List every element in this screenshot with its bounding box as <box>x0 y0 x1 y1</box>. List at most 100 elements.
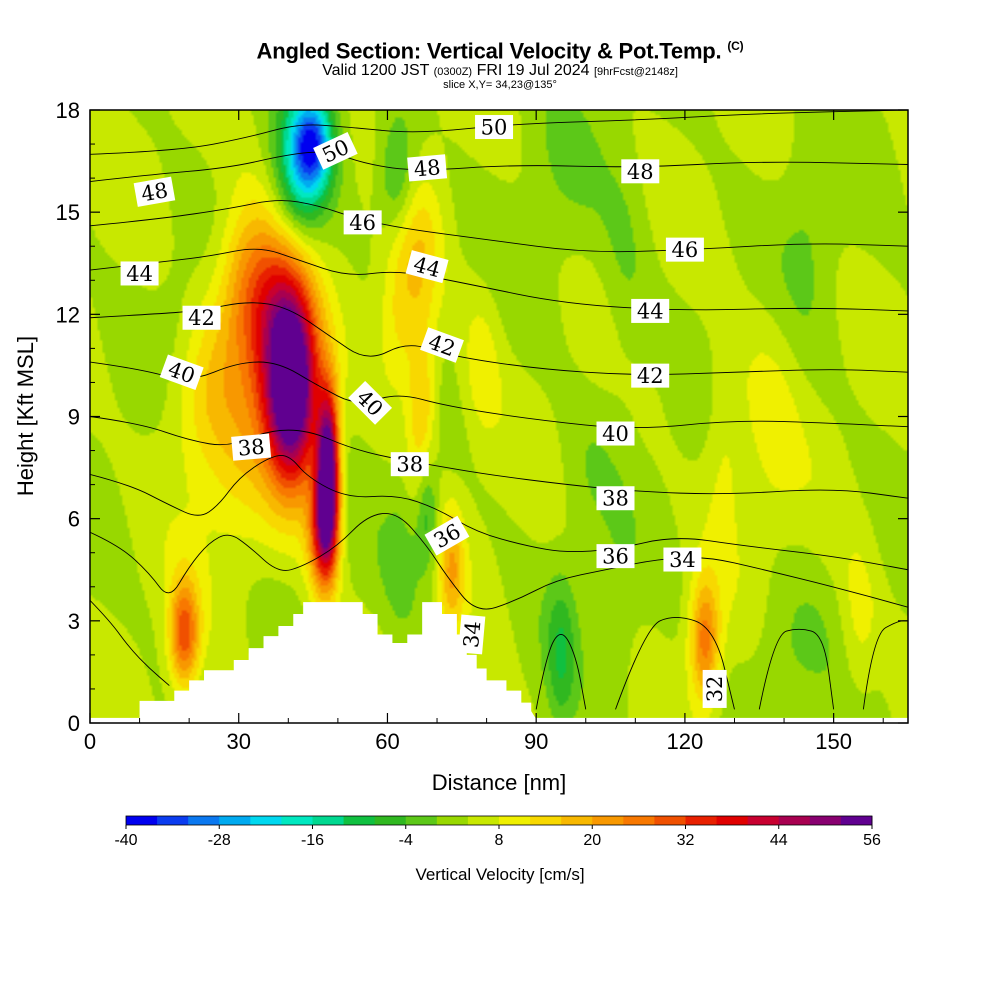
isentrope-40-5 <box>90 361 908 429</box>
colorbar-tick-label: 56 <box>863 832 881 849</box>
contour-label-box <box>621 159 660 184</box>
valid-time-line: Valid 1200 JST (0300Z) FRI 19 Jul 2024 [… <box>0 63 1000 80</box>
forecast-info: [9hrFcst@2148z] <box>593 66 678 79</box>
contour-label-box <box>596 544 635 569</box>
contour-label-38: 38 <box>596 486 635 511</box>
isentrope-32-11 <box>615 616 735 710</box>
contour-label-box <box>120 261 159 286</box>
contour-label-text: 48 <box>627 160 654 184</box>
contour-label-34: 34 <box>663 547 702 572</box>
contour-label-44: 44 <box>631 298 670 323</box>
x-tick-label: 0 <box>84 729 96 754</box>
isentrope-32-12 <box>758 628 835 710</box>
isentrope-34-8 <box>90 512 908 610</box>
contour-label-box <box>348 380 393 425</box>
colorbar-tick-label: 20 <box>583 832 601 849</box>
contour-label-box <box>702 669 727 708</box>
contour-label-text: 46 <box>672 238 699 262</box>
colorbar-swatch <box>281 816 313 825</box>
isentrope-46-2 <box>90 200 908 253</box>
contour-label-text: 34 <box>669 548 696 572</box>
ground-strip <box>90 717 908 723</box>
y-tick-label: 0 <box>68 711 80 736</box>
colorbar-swatch <box>436 816 469 825</box>
colorbar-tick-label: -4 <box>399 832 413 849</box>
y-tick-label: 18 <box>56 98 80 123</box>
contour-label-text: 38 <box>602 487 629 511</box>
contour-label-box <box>458 614 486 655</box>
colorbar-tick-label: 44 <box>770 832 788 849</box>
colorbar-swatch <box>405 816 438 825</box>
contour-label-46: 46 <box>343 210 382 235</box>
isentrope-32-9 <box>90 600 170 686</box>
contour-label-32: 32 <box>702 669 727 708</box>
contour-label-text: 46 <box>349 211 376 235</box>
contour-label-text: 32 <box>703 676 727 703</box>
x-tick-label: 90 <box>524 729 548 754</box>
colorbar-swatch <box>840 816 873 825</box>
contour-label-48: 48 <box>621 159 660 184</box>
contour-label-34: 34 <box>458 614 486 655</box>
x-tick-label: 30 <box>226 729 250 754</box>
contour-label-box <box>407 154 448 182</box>
contour-label-box <box>390 452 429 477</box>
contour-label-box <box>631 363 670 388</box>
x-axis-label: Distance [nm] <box>432 770 567 795</box>
y-tick-label: 15 <box>56 200 80 225</box>
title-main-text: Angled Section: Vertical Velocity & Pot.… <box>256 38 722 64</box>
contour-label-text: 44 <box>126 262 153 286</box>
colorbar-swatch <box>188 816 220 825</box>
colorbar-tick-label: -16 <box>301 832 324 849</box>
y-tick-label: 3 <box>68 609 80 634</box>
contour-label-box <box>631 298 670 323</box>
colorbar-swatch <box>157 816 189 825</box>
contour-label-box <box>231 433 272 461</box>
contour-label-box <box>596 421 635 446</box>
contour-label-box <box>475 115 514 140</box>
isentrope-48-1 <box>90 151 908 182</box>
valid-prefix: Valid 1200 JST <box>322 62 430 80</box>
contour-label-box <box>159 354 204 391</box>
contour-label-box <box>424 515 470 556</box>
vertical-velocity-heatmap <box>90 110 908 723</box>
contour-label-text: 48 <box>139 178 169 206</box>
contour-label-text: 40 <box>602 422 629 446</box>
contour-label-text: 34 <box>459 620 485 649</box>
isentrope-42-4 <box>90 302 908 375</box>
colorbar-swatch <box>467 816 500 825</box>
contour-label-38: 38 <box>390 452 429 477</box>
contour-label-box <box>182 305 221 330</box>
colorbar-swatch <box>312 816 345 825</box>
colorbar-tick-label: 8 <box>495 832 504 849</box>
contour-label-box <box>343 210 382 235</box>
contour-label-48: 48 <box>407 154 448 182</box>
y-tick-label: 9 <box>68 405 80 430</box>
colorbar-swatch <box>250 816 282 825</box>
contour-label-38: 38 <box>231 433 272 461</box>
valid-date: FRI 19 Jul 2024 <box>476 62 590 80</box>
colorbar-swatch <box>747 816 780 825</box>
contour-label-46: 46 <box>665 237 704 262</box>
contour-label-text: 48 <box>413 155 442 181</box>
contour-label-42: 42 <box>182 305 221 330</box>
chart-title-block: Angled Section: Vertical Velocity & Pot.… <box>0 34 1000 91</box>
valid-utc: (0300Z) <box>433 66 473 79</box>
x-tick-label: 150 <box>815 729 852 754</box>
colorbar-swatch <box>592 816 624 825</box>
colorbar-swatch <box>809 816 842 825</box>
colorbar-tick-label: 32 <box>677 832 695 849</box>
contour-label-36: 36 <box>596 544 635 569</box>
colorbar-swatch <box>530 816 562 825</box>
contour-label-text: 44 <box>637 299 664 323</box>
slice-info: slice X,Y= 34,23@135° <box>443 79 557 92</box>
contour-label-text: 38 <box>237 435 266 461</box>
colorbar-swatch <box>561 816 593 825</box>
contour-label-44: 44 <box>405 250 449 284</box>
x-tick-label: 120 <box>667 729 704 754</box>
colorbar-swatch <box>343 816 376 825</box>
isentrope-50-0 <box>90 110 908 155</box>
colorbar-swatch <box>654 816 686 825</box>
